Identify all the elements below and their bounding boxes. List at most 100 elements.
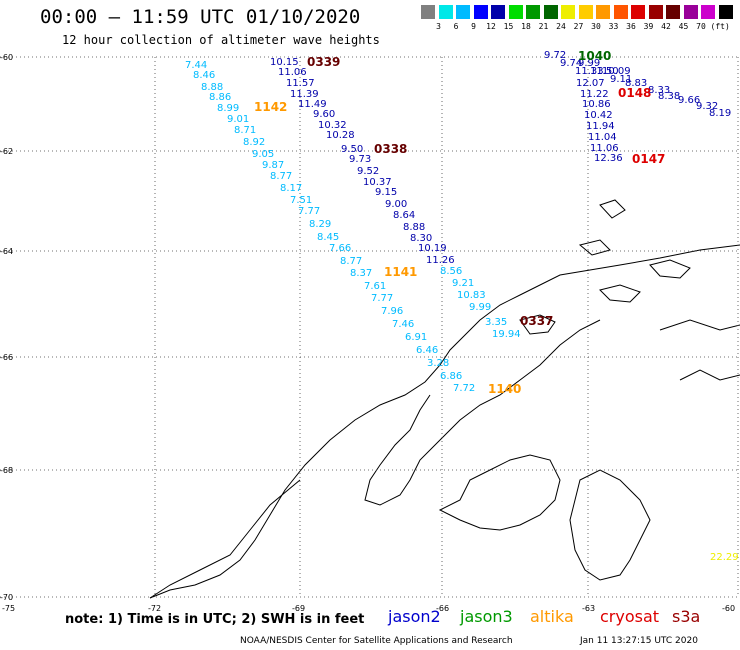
colorbar-swatch: [613, 5, 628, 19]
wave-height-label: 8.92: [243, 137, 265, 148]
timestamp-text: Jan 11 13:27:15 UTC 2020: [580, 636, 698, 646]
colorbar-swatch: [438, 5, 453, 19]
antarctic-peninsula-coast: [149, 244, 740, 599]
colorbar-swatch: [508, 5, 523, 19]
colorbar-swatch: [631, 5, 645, 19]
grid: [0, 56, 740, 598]
wave-height-label: 8.88: [403, 222, 425, 233]
wave-height-labels: 7.448.468.888.868.999.018.718.929.0510.1…: [185, 50, 739, 563]
lon-tick-label: -69: [292, 604, 306, 613]
wave-height-label: 8.45: [317, 232, 339, 243]
colorbar-label: 9: [471, 22, 476, 31]
wave-height-label: 8.38: [658, 91, 680, 102]
colorbar-swatch: [421, 5, 435, 19]
colorbar-label: 12: [486, 22, 496, 31]
lat-tick-label: -70: [0, 593, 14, 602]
wave-height-label: 11.50: [590, 66, 619, 77]
wave-height-label: 7.77: [371, 293, 393, 304]
wave-height-label: 11.39: [290, 89, 319, 100]
wave-height-label: 11.49: [298, 99, 327, 110]
wave-height-label: 7.66: [329, 243, 351, 254]
lat-tick-label: -60: [0, 53, 14, 62]
colorbar-label: 30: [591, 22, 601, 31]
colorbar-swatch: [578, 5, 593, 19]
coast-e: [659, 319, 740, 331]
wave-height-label: 9.66: [678, 95, 700, 106]
credit-text: NOAA/NESDIS Center for Satellite Applica…: [240, 636, 513, 646]
wave-height-label: 6.86: [440, 371, 462, 382]
pass-time-label: 0338: [374, 142, 407, 156]
lat-tick-label: -62: [0, 147, 14, 156]
wave-height-label: 8.29: [309, 219, 331, 230]
lon-tick-label: -75: [2, 604, 16, 613]
wave-height-label: 9.87: [262, 160, 284, 171]
colorbar-label: 42: [661, 22, 671, 31]
colorbar-label: 18: [521, 22, 531, 31]
pass-time-label: 0148: [618, 86, 651, 100]
island-5: [578, 239, 611, 256]
coast-inner-2: [438, 454, 561, 531]
lon-tick-label: -63: [582, 604, 596, 613]
wave-height-label: 10.15: [270, 57, 299, 68]
wave-height-label: 11.94: [586, 121, 615, 132]
lat-tick-label: -64: [0, 247, 14, 256]
colorbar-swatch: [491, 5, 505, 19]
colorbar-swatch: [473, 5, 488, 19]
wave-height-label: 9.52: [357, 166, 379, 177]
wave-height-label: 8.99: [217, 103, 239, 114]
coast-inner-1: [364, 319, 601, 506]
pass-time-label: 1142: [254, 100, 287, 114]
coastline: [149, 199, 740, 599]
wave-height-label: 8.30: [410, 233, 432, 244]
colorbar-swatch: [683, 5, 698, 19]
pass-time-labels: 0339 1142 0338 1141 0337 1140 1040 0148 0147: [254, 49, 665, 396]
wave-height-label: 8.33: [648, 85, 670, 96]
note-text: note: 1) Time is in UTC; 2) SWH is in fe…: [65, 612, 365, 627]
pass-time-label: 0337: [520, 314, 553, 328]
colorbar-label: 21: [538, 22, 549, 31]
wave-height-label: 19.94: [492, 329, 521, 340]
wave-height-label: 11.57: [286, 78, 315, 89]
colorbar-label: 36: [626, 22, 636, 31]
island-3: [649, 259, 691, 279]
map-subtitle: 12 hour collection of altimeter wave hei…: [62, 33, 380, 47]
colorbar-swatch: [596, 5, 610, 19]
wave-height-label: 12.07: [576, 78, 605, 89]
wave-height-label: 9.73: [349, 154, 371, 165]
colorbar-label: 3: [436, 22, 441, 31]
wave-height-label: 11.33: [575, 66, 604, 77]
wave-height-label: 8.77: [340, 256, 362, 267]
wave-height-label: 6.46: [416, 345, 438, 356]
wave-height-label: 11.06: [278, 67, 307, 78]
colorbar-swatch: [718, 5, 733, 19]
wave-height-label: 9.50: [341, 144, 363, 155]
wave-height-label: 8.56: [440, 266, 462, 277]
wave-height-label: 11.26: [426, 255, 455, 266]
pass-time-label: 0339: [307, 55, 340, 69]
coast-sw: [149, 479, 301, 599]
lon-tick-label: -66: [436, 604, 450, 613]
wave-height-label: 10.19: [418, 243, 447, 254]
colorbar-label: (ft): [710, 22, 730, 31]
colorbar-swatch: [648, 5, 663, 19]
wave-height-label: 10.42: [584, 110, 613, 121]
wave-height-label: 9.74: [560, 58, 582, 69]
wave-height-label: 7.72: [453, 383, 475, 394]
wave-height-label: 9.15: [375, 187, 397, 198]
coast-e2: [679, 369, 740, 381]
colorbar-swatch: [543, 5, 558, 19]
island-4: [599, 199, 626, 219]
wave-height-label: 8.83: [625, 78, 647, 89]
wave-height-label: 8.86: [209, 92, 231, 103]
pass-time-label: 1040: [578, 49, 611, 63]
wave-height-label: 8.88: [201, 82, 223, 93]
wave-height-label: 7.96: [381, 306, 403, 317]
wave-height-label: 10.37: [363, 177, 392, 188]
wave-height-label: 3.28: [427, 358, 449, 369]
wave-height-label: 9.21: [452, 278, 474, 289]
wave-height-label: 10.09: [602, 66, 631, 77]
colorbar-swatch: [456, 5, 470, 19]
wave-height-label: 10.28: [326, 130, 355, 141]
colorbar-label: 39: [643, 22, 654, 31]
wave-height-label: 9.99: [469, 302, 491, 313]
